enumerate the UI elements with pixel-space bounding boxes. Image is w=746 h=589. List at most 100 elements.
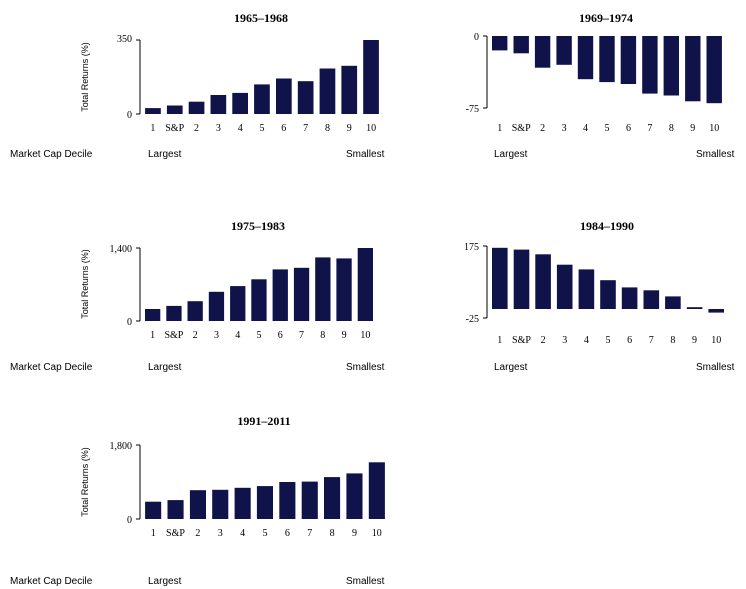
x-tick-label: 1 xyxy=(150,123,155,134)
x-tick-label: S&P xyxy=(512,335,531,346)
bar xyxy=(212,489,229,519)
x-tick-label: 1 xyxy=(497,123,502,134)
x-axis-label: Market Cap Decile xyxy=(10,362,93,373)
x-tick-label: 1 xyxy=(497,335,502,346)
chart-title: 1984–1990 xyxy=(580,219,634,233)
bar xyxy=(315,257,331,321)
chart-panel-4: 1984–1990 175 -25 1 S&P 2 3 4 5 6 7 8 9 10 Largest Smal… xyxy=(464,219,735,373)
x-tick-label: 9 xyxy=(692,335,697,346)
bar xyxy=(188,101,205,114)
x-tick-label: 4 xyxy=(240,528,245,539)
chart-title: 1991–2011 xyxy=(237,414,290,428)
x-tick-label: 8 xyxy=(670,335,675,346)
y-tick-label: 350 xyxy=(117,34,132,45)
x-tick-label: 4 xyxy=(235,330,240,341)
chart-panel-5: 1991–2011 1,800 0 Total Returns (%) 1 S&P 2 3 4 5… xyxy=(10,414,385,587)
bar xyxy=(276,78,292,114)
bar xyxy=(620,36,637,84)
bar xyxy=(145,501,162,519)
x-tick-label: 10 xyxy=(711,335,721,346)
bar xyxy=(254,84,270,114)
chart-title: 1975–1983 xyxy=(231,219,285,233)
bar xyxy=(492,247,508,309)
y-tick-label: -25 xyxy=(466,314,479,325)
y-tick-label: 0 xyxy=(127,515,132,526)
x-tick-label: 6 xyxy=(285,528,290,539)
bar xyxy=(663,36,679,96)
bar xyxy=(208,291,225,321)
bar xyxy=(319,68,336,114)
largest-label: Largest xyxy=(148,576,182,587)
x-axis-label: Market Cap Decile xyxy=(10,149,93,160)
x-tick-label: 9 xyxy=(352,528,357,539)
chart-panel-2: 1969–1974 0 -75 1 S&P 2 3 4 5 6 7 8 9 10 Largest Smalle… xyxy=(466,11,735,160)
largest-label: Largest xyxy=(148,362,182,373)
x-tick-label: 3 xyxy=(214,330,219,341)
bar xyxy=(513,36,529,54)
bar xyxy=(665,296,681,309)
bar xyxy=(706,36,722,104)
y-tick-label: 0 xyxy=(127,317,132,328)
y-tick-label: -75 xyxy=(466,104,479,115)
bar xyxy=(301,481,318,519)
bar xyxy=(357,248,373,321)
bar xyxy=(336,258,352,321)
x-tick-label: 1 xyxy=(151,528,156,539)
largest-label: Largest xyxy=(494,149,528,160)
x-tick-label: 9 xyxy=(342,330,347,341)
x-tick-label: 9 xyxy=(347,123,352,134)
x-tick-label: 5 xyxy=(263,528,268,539)
bar xyxy=(600,280,616,309)
bar xyxy=(599,36,615,83)
x-tick-label: 2 xyxy=(541,335,546,346)
bar xyxy=(643,290,660,309)
x-tick-label: 4 xyxy=(583,123,588,134)
bar xyxy=(256,486,273,519)
x-tick-label: 2 xyxy=(194,123,199,134)
bar xyxy=(167,500,184,519)
smallest-label: Smallest xyxy=(346,362,385,373)
y-tick-label: 0 xyxy=(474,32,479,43)
y-axis-label: Total Returns (%) xyxy=(80,249,90,319)
x-tick-label: 3 xyxy=(216,123,221,134)
y-axis-label: Total Returns (%) xyxy=(80,447,90,517)
smallest-label: Smallest xyxy=(696,149,735,160)
x-tick-label: 6 xyxy=(626,123,631,134)
bar xyxy=(708,309,724,313)
x-tick-label: 3 xyxy=(218,528,223,539)
x-tick-label: 2 xyxy=(195,528,200,539)
largest-label: Largest xyxy=(494,362,528,373)
x-tick-label: S&P xyxy=(165,123,184,134)
x-tick-label: 5 xyxy=(606,335,611,346)
x-tick-label: 7 xyxy=(307,528,312,539)
chart-panel-1: 1965–1968 350 0 Total Returns (%) 1 S&P 2 3 4 5 6 7… xyxy=(10,11,385,160)
bar xyxy=(145,108,161,114)
x-tick-label: 7 xyxy=(649,335,654,346)
largest-label: Largest xyxy=(148,149,182,160)
x-tick-label: 6 xyxy=(627,335,632,346)
x-tick-label: 8 xyxy=(325,123,330,134)
y-tick-label: 175 xyxy=(464,242,479,253)
bar xyxy=(187,301,203,321)
x-tick-label: S&P xyxy=(512,123,531,134)
x-tick-label: 7 xyxy=(647,123,652,134)
x-tick-label: 4 xyxy=(584,335,589,346)
bar xyxy=(210,95,227,114)
x-tick-label: 8 xyxy=(669,123,674,134)
x-tick-label: S&P xyxy=(166,528,185,539)
x-tick-label: 9 xyxy=(690,123,695,134)
x-tick-label: 7 xyxy=(303,123,308,134)
x-tick-label: 5 xyxy=(257,330,262,341)
bar xyxy=(578,269,595,309)
x-tick-label: 5 xyxy=(605,123,610,134)
bar xyxy=(232,92,248,114)
bar xyxy=(642,36,658,94)
chart-title: 1965–1968 xyxy=(234,11,288,25)
x-tick-label: 10 xyxy=(372,528,382,539)
bar xyxy=(297,81,314,114)
bar xyxy=(346,473,363,519)
bar xyxy=(251,279,267,321)
bar xyxy=(272,269,288,321)
bar xyxy=(513,249,530,309)
x-tick-label: 6 xyxy=(281,123,286,134)
